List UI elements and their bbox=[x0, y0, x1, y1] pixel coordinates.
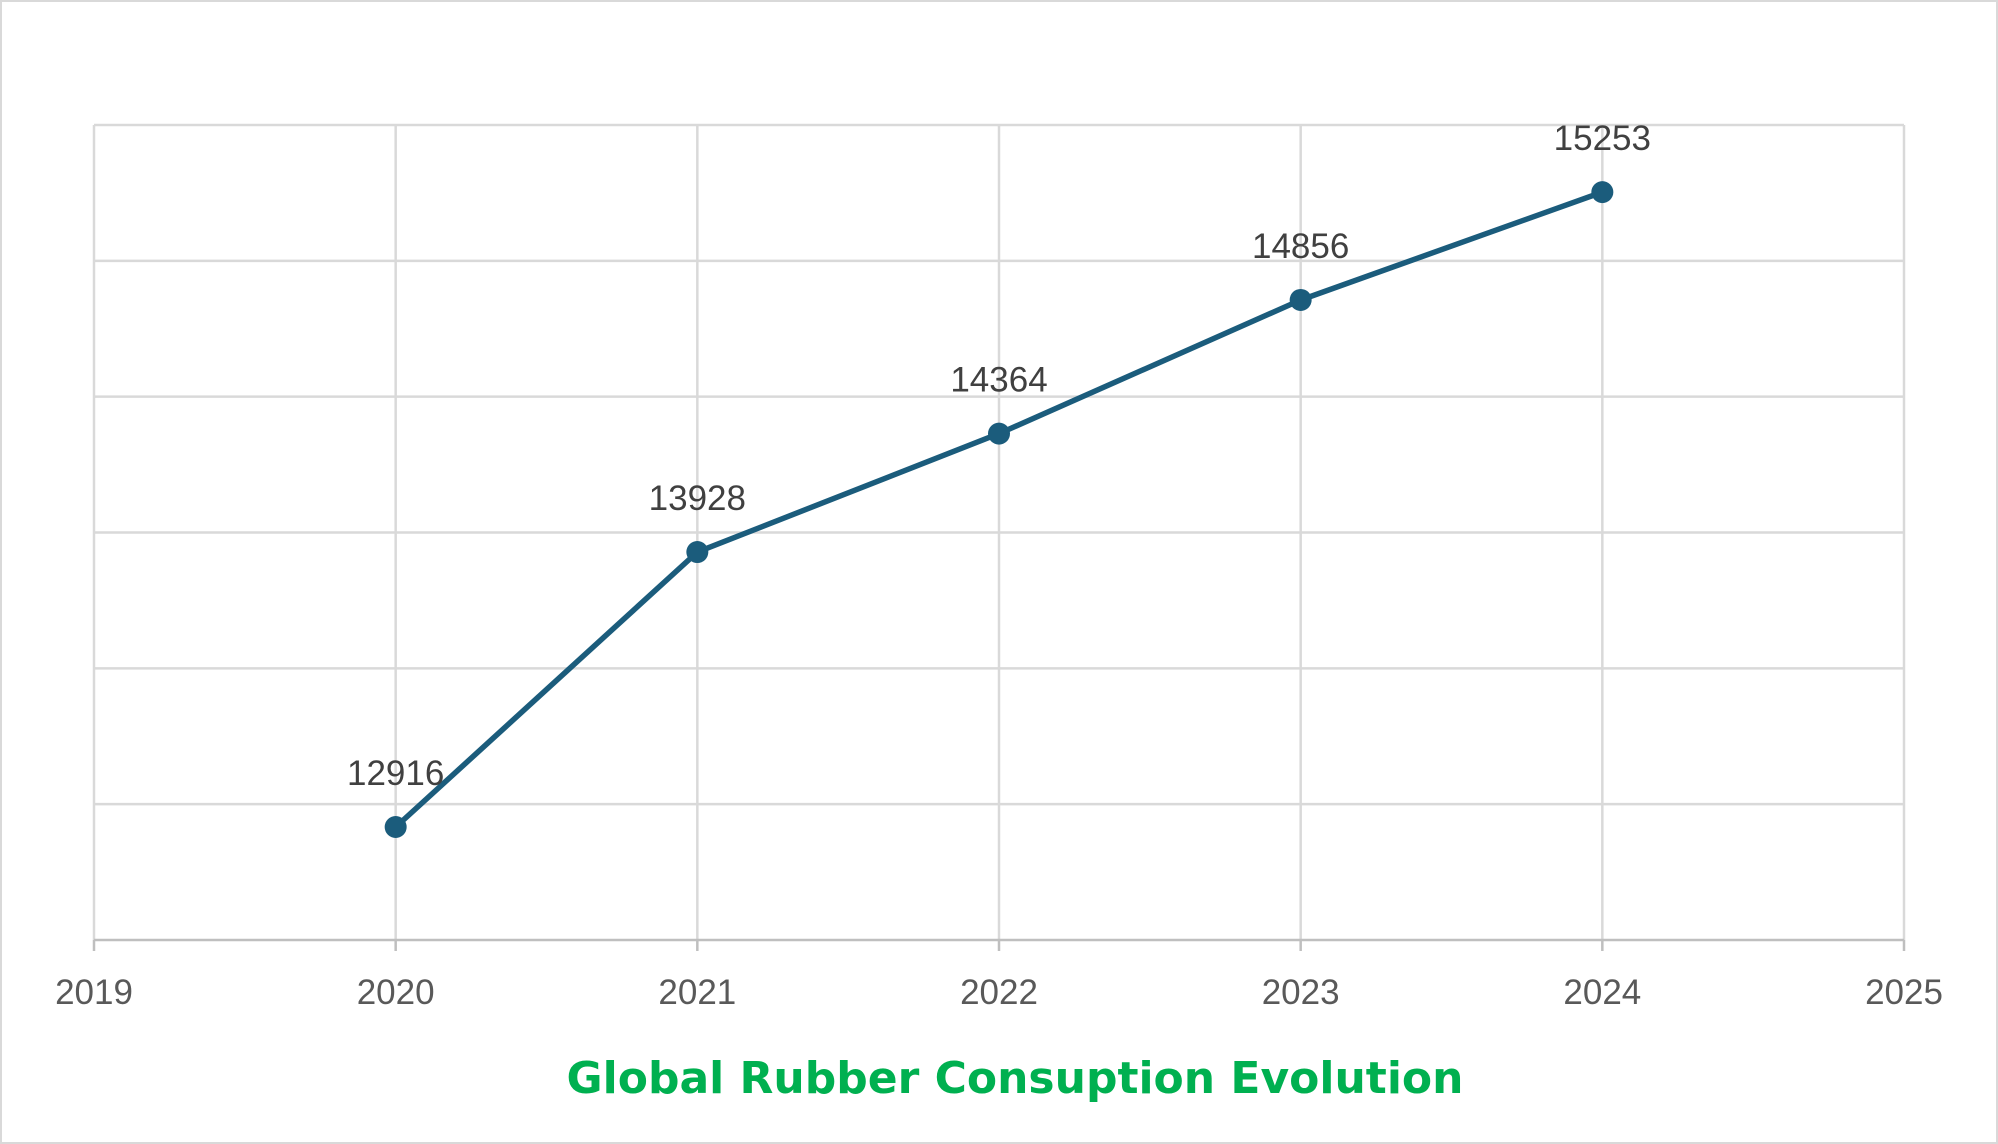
x-tick-label: 2024 bbox=[1563, 973, 1641, 1012]
x-tick-label: 2021 bbox=[658, 973, 736, 1012]
series bbox=[384, 181, 1614, 838]
data-point bbox=[988, 422, 1010, 445]
x-tick-label: 2022 bbox=[960, 973, 1038, 1012]
data-labels: 12916 13928 14364 14856 15253 bbox=[347, 119, 1651, 793]
x-tick-label: 2019 bbox=[55, 973, 133, 1012]
data-label: 15253 bbox=[1554, 119, 1651, 158]
chart-title: Global Rubber Consuption Evolution bbox=[567, 1053, 1464, 1104]
data-point bbox=[1591, 181, 1614, 204]
data-point bbox=[686, 541, 709, 564]
data-point bbox=[1289, 288, 1312, 311]
gridlines bbox=[92, 123, 1906, 940]
x-tick-label: 2023 bbox=[1262, 973, 1340, 1012]
data-label: 13928 bbox=[649, 479, 746, 518]
data-label: 14856 bbox=[1252, 227, 1349, 266]
x-tick-label: 2025 bbox=[1865, 973, 1943, 1012]
data-point bbox=[384, 815, 407, 838]
x-axis: 2019 2020 2021 2022 2023 2024 2025 bbox=[55, 938, 1943, 1012]
x-tick-label: 2020 bbox=[357, 973, 435, 1012]
data-label: 12916 bbox=[347, 754, 444, 793]
data-label: 14364 bbox=[950, 361, 1047, 400]
